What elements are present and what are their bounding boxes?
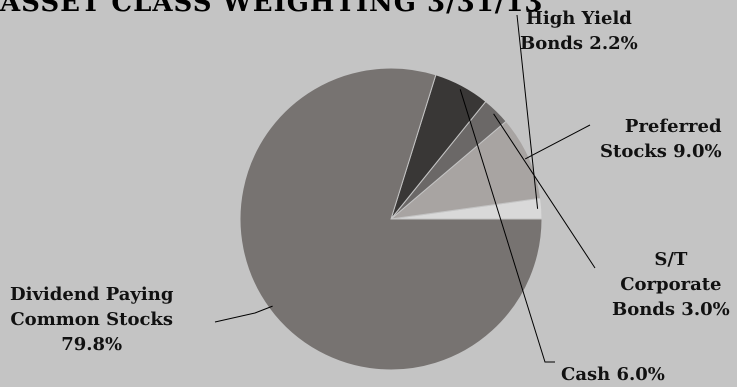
label-st-corporate-bonds: S/T Corporate Bonds 3.0% (612, 249, 730, 320)
label-cash: Cash 6.0% (561, 364, 665, 385)
label-high-yield-bonds: High Yield Bonds 2.2% (520, 8, 638, 54)
leader-line-high-yield-bonds (516, 14, 539, 209)
label-preferred-stocks: Preferred Stocks 9.0% (600, 116, 722, 162)
pie-slice-dividend-paying-common-stocks (239, 67, 543, 371)
chart-title: ASSET CLASS WEIGHTING 3/31/13 (0, 0, 544, 18)
leader-line-s-t-corporate-bonds (493, 113, 596, 269)
leader-line-dividend-paying-common-stocks (214, 305, 273, 323)
label-dividend-paying-common-stocks: Dividend Paying Common Stocks 79.8% (10, 284, 174, 355)
leader-line-preferred-stocks (524, 124, 591, 160)
leader-line-cash (459, 89, 555, 363)
